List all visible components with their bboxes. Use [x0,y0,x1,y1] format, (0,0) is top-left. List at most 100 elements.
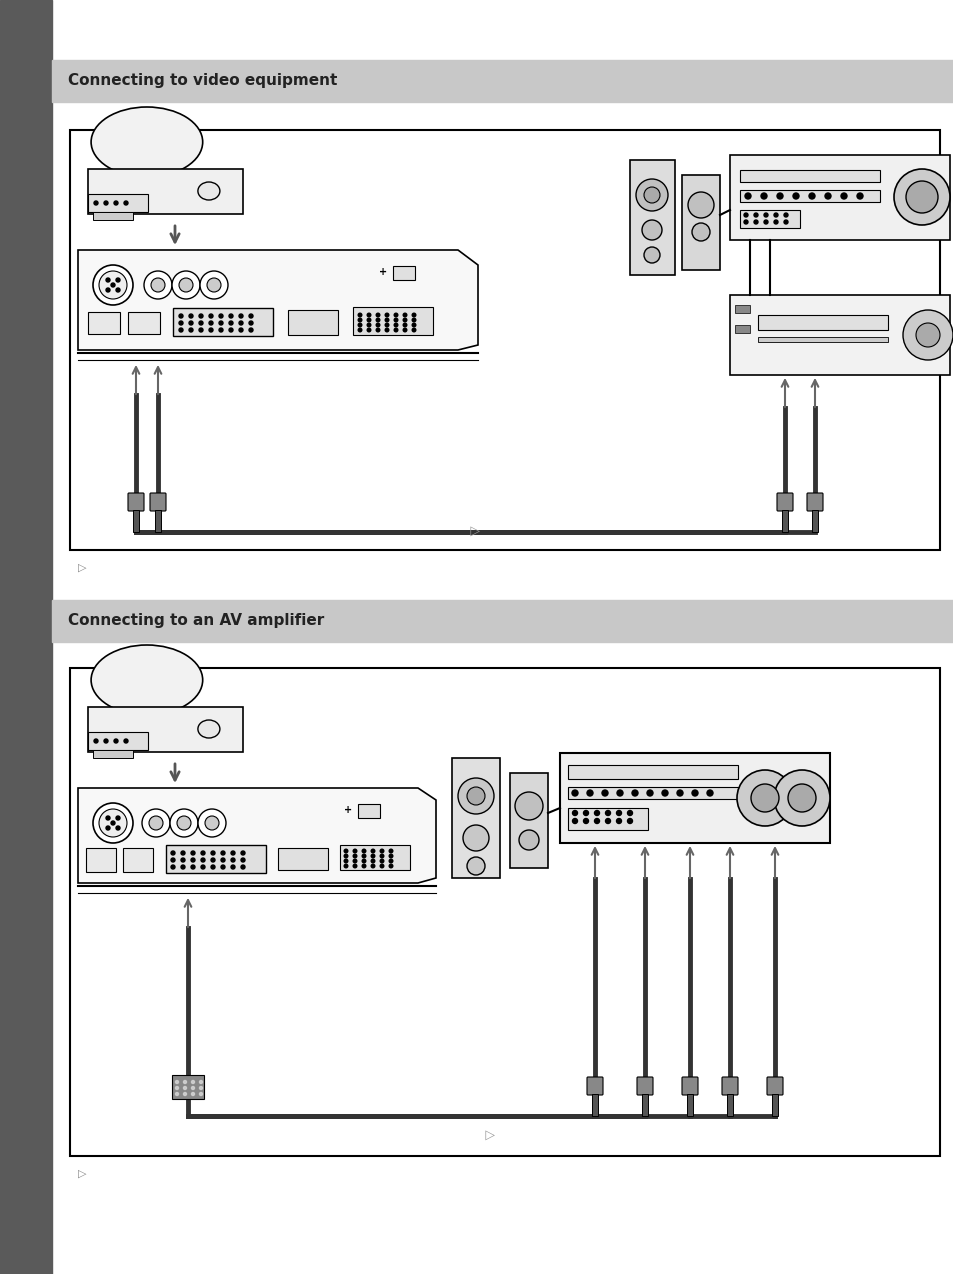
Circle shape [183,1087,186,1089]
Bar [70,130,939,550]
FancyBboxPatch shape [172,308,273,336]
FancyBboxPatch shape [86,848,116,871]
Circle shape [151,278,165,292]
Circle shape [763,220,767,224]
Circle shape [380,854,383,857]
FancyBboxPatch shape [123,848,152,871]
FancyBboxPatch shape [277,848,328,870]
Circle shape [344,864,348,868]
Circle shape [646,790,652,796]
Circle shape [691,790,698,796]
Circle shape [353,859,356,862]
Circle shape [209,313,213,318]
Circle shape [572,810,577,815]
Circle shape [171,857,174,862]
FancyBboxPatch shape [339,845,410,870]
Circle shape [380,864,383,868]
Bar [734,325,749,333]
Circle shape [179,327,183,333]
Circle shape [124,201,128,205]
Circle shape [773,213,778,217]
Circle shape [403,329,406,331]
Circle shape [241,851,245,855]
Circle shape [249,327,253,333]
Circle shape [106,826,110,829]
Circle shape [94,201,98,205]
Circle shape [367,313,371,317]
Circle shape [636,180,667,211]
Circle shape [661,790,667,796]
Circle shape [200,271,228,299]
Circle shape [99,271,127,299]
FancyBboxPatch shape [172,1075,204,1099]
Circle shape [583,810,588,815]
Circle shape [211,851,214,855]
Bar [92,750,132,758]
Circle shape [116,826,120,829]
Circle shape [221,851,225,855]
Circle shape [209,321,213,325]
Circle shape [241,865,245,869]
Circle shape [792,192,799,199]
Circle shape [457,778,494,814]
Text: ◁: ◁ [470,524,479,536]
Circle shape [706,790,712,796]
Circle shape [371,859,375,862]
Circle shape [412,318,416,322]
FancyBboxPatch shape [637,1077,652,1094]
Circle shape [605,818,610,823]
Circle shape [106,288,110,292]
Circle shape [229,327,233,333]
Ellipse shape [91,107,202,177]
FancyBboxPatch shape [567,764,738,778]
Circle shape [344,850,348,852]
Circle shape [175,1093,178,1096]
Circle shape [99,809,127,837]
Circle shape [643,247,659,262]
Circle shape [104,201,108,205]
Circle shape [111,820,115,826]
FancyBboxPatch shape [288,310,337,335]
Circle shape [353,850,356,852]
FancyBboxPatch shape [806,493,822,511]
Circle shape [643,187,659,203]
Circle shape [183,1080,186,1083]
Circle shape [231,857,234,862]
Circle shape [403,324,406,327]
Circle shape [691,223,709,241]
Text: ▷: ▷ [78,563,87,573]
Circle shape [199,1080,202,1083]
Circle shape [572,818,577,823]
Circle shape [583,818,588,823]
Circle shape [183,1093,186,1096]
Circle shape [617,790,622,796]
Circle shape [124,739,128,743]
FancyBboxPatch shape [681,1077,698,1094]
Text: ▷: ▷ [78,1170,87,1178]
Circle shape [219,321,223,325]
Circle shape [191,857,194,862]
Circle shape [189,313,193,318]
Circle shape [357,313,361,317]
Circle shape [357,318,361,322]
Text: Connecting to video equipment: Connecting to video equipment [68,74,337,88]
FancyBboxPatch shape [510,773,547,868]
FancyBboxPatch shape [567,787,738,799]
Circle shape [641,220,661,240]
Circle shape [743,213,747,217]
FancyBboxPatch shape [586,1077,602,1094]
Circle shape [385,329,389,331]
Circle shape [394,313,397,317]
Circle shape [239,313,243,318]
Circle shape [179,313,183,318]
Circle shape [371,850,375,852]
Circle shape [753,220,758,224]
Bar [52,60,953,102]
Bar [88,194,148,211]
Circle shape [201,857,205,862]
Circle shape [375,329,379,331]
Circle shape [412,324,416,327]
FancyBboxPatch shape [721,1077,738,1094]
Circle shape [783,220,787,224]
Circle shape [144,271,172,299]
